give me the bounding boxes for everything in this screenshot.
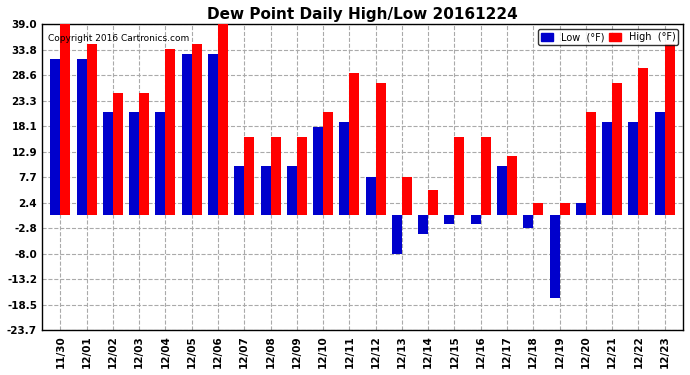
Bar [629, 122, 638, 215]
Legend: Low  (°F), High  (°F): Low (°F), High (°F) [538, 29, 678, 45]
Bar [270, 136, 281, 215]
Bar [287, 166, 297, 215]
Bar [481, 136, 491, 215]
Bar [77, 58, 87, 215]
Bar [455, 136, 464, 215]
Bar [113, 93, 123, 215]
Bar [497, 166, 507, 215]
Bar [323, 112, 333, 215]
Bar [208, 54, 218, 215]
Bar [87, 44, 97, 215]
Bar [533, 203, 543, 215]
Bar [139, 93, 149, 215]
Bar [313, 127, 323, 215]
Bar [507, 156, 517, 215]
Bar [428, 190, 438, 215]
Bar [366, 177, 375, 215]
Bar [471, 215, 481, 225]
Bar [402, 177, 412, 215]
Bar [103, 112, 113, 215]
Bar [612, 83, 622, 215]
Bar [50, 58, 60, 215]
Bar [560, 203, 569, 215]
Bar [261, 166, 270, 215]
Bar [602, 122, 612, 215]
Bar [375, 83, 386, 215]
Bar [523, 215, 533, 228]
Text: Copyright 2016 Cartronics.com: Copyright 2016 Cartronics.com [48, 34, 190, 43]
Bar [664, 44, 675, 215]
Bar [166, 49, 175, 215]
Bar [60, 24, 70, 215]
Bar [129, 112, 139, 215]
Bar [655, 112, 664, 215]
Bar [444, 215, 455, 225]
Bar [392, 215, 402, 254]
Bar [349, 73, 359, 215]
Bar [155, 112, 166, 215]
Bar [297, 136, 307, 215]
Bar [638, 68, 649, 215]
Bar [218, 24, 228, 215]
Bar [549, 215, 560, 298]
Bar [192, 44, 201, 215]
Bar [235, 166, 244, 215]
Bar [244, 136, 254, 215]
Bar [586, 112, 596, 215]
Bar [181, 54, 192, 215]
Title: Dew Point Daily High/Low 20161224: Dew Point Daily High/Low 20161224 [207, 7, 518, 22]
Bar [339, 122, 349, 215]
Bar [576, 203, 586, 215]
Bar [418, 215, 428, 234]
